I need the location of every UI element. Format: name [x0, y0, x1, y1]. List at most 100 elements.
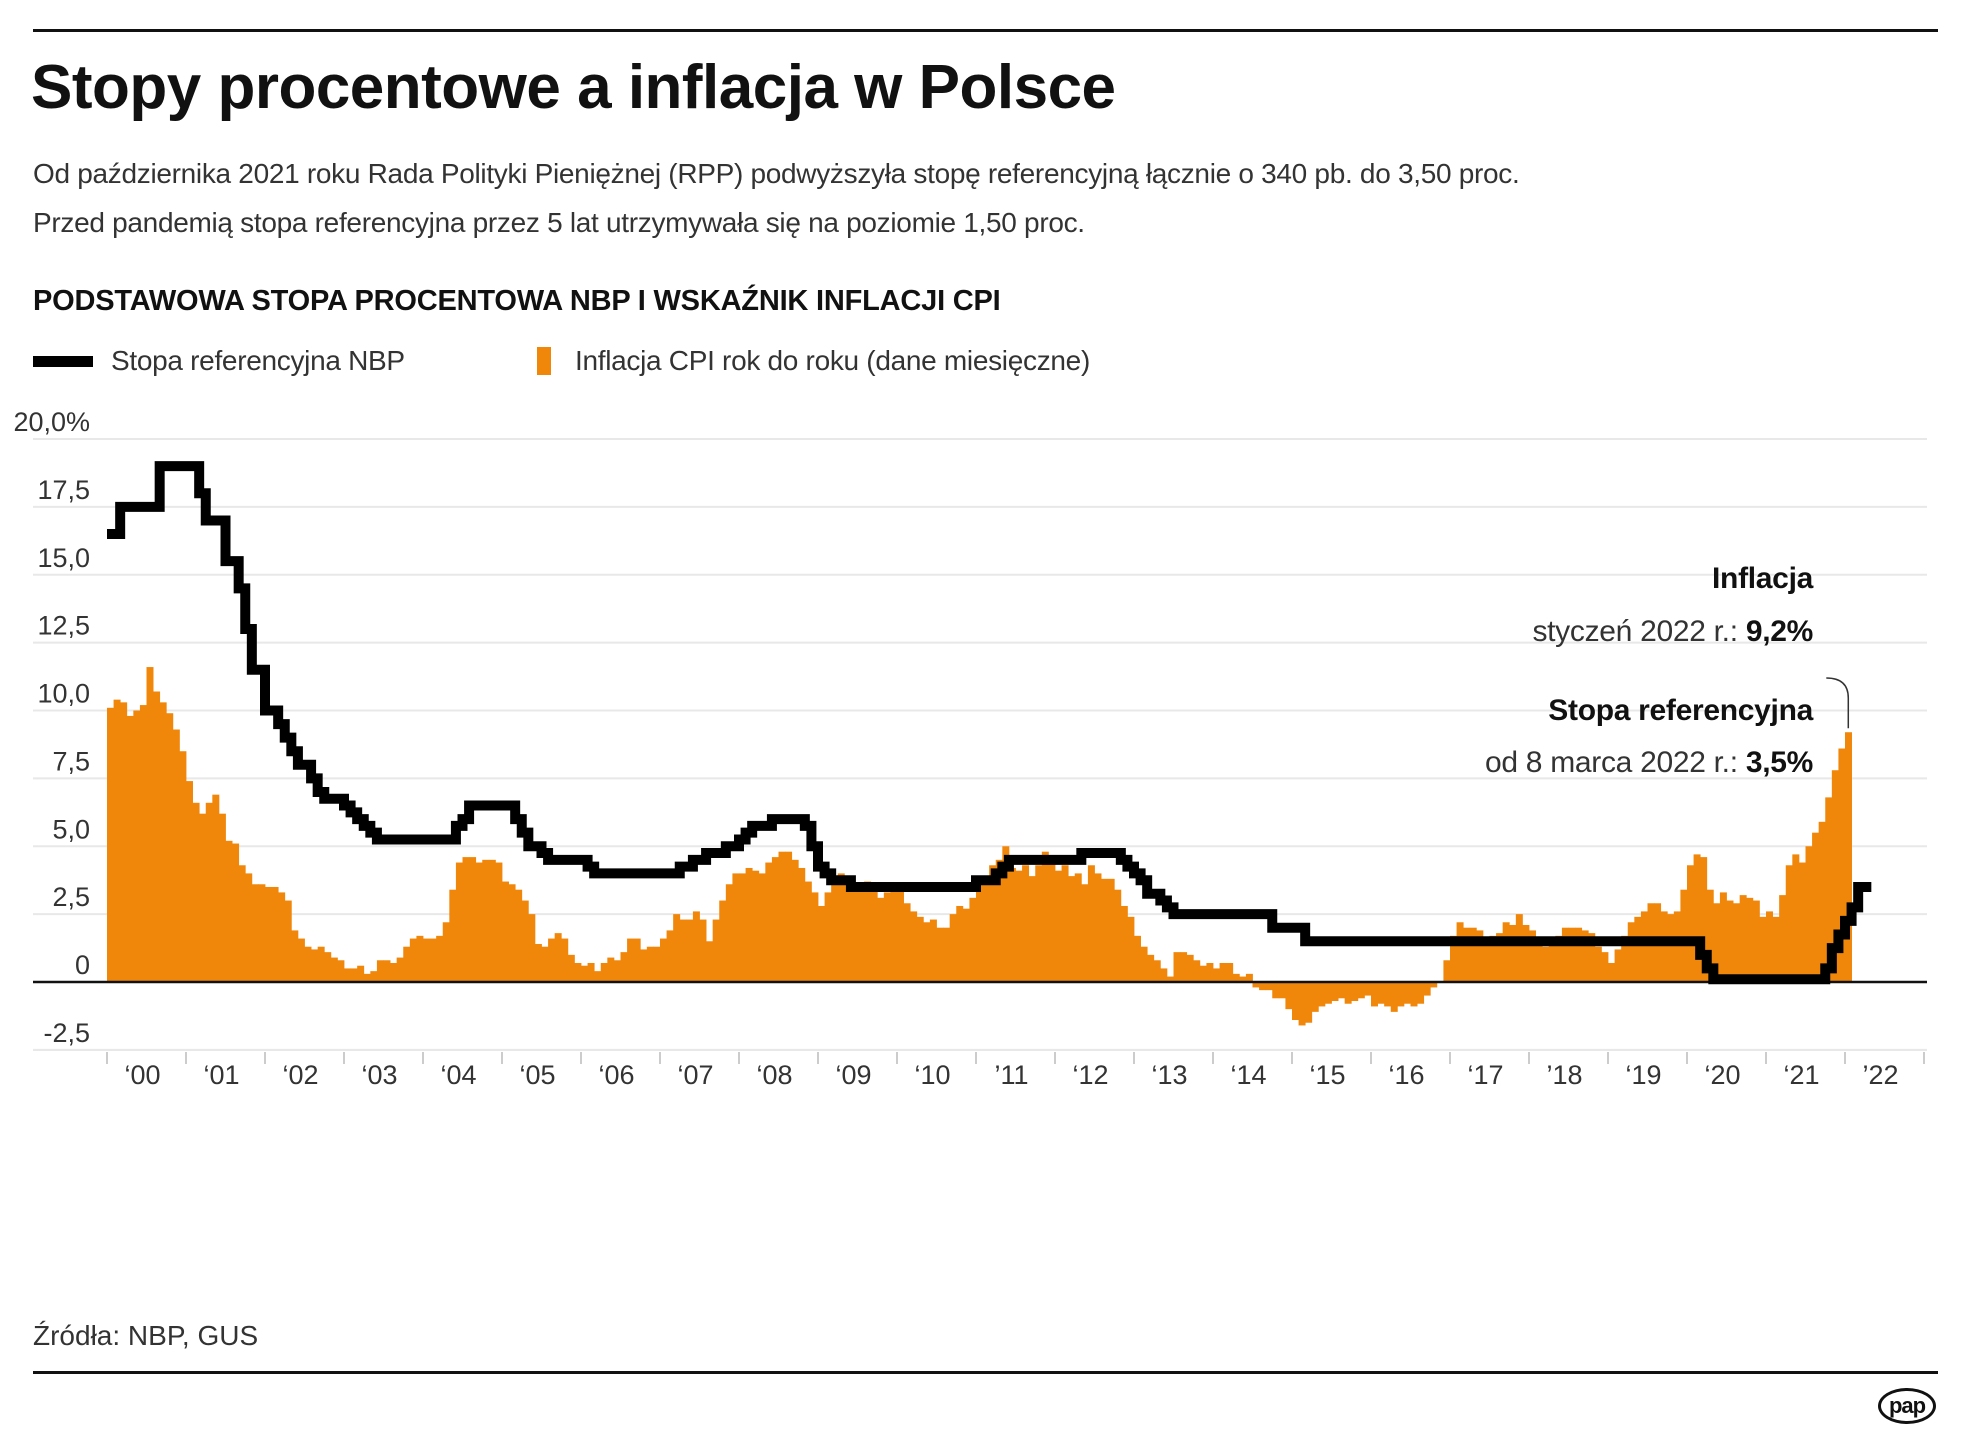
cpi-bar: [1687, 865, 1694, 982]
cpi-bar: [929, 919, 937, 982]
cpi-bar: [245, 873, 253, 982]
cpi-bar: [449, 889, 457, 982]
cpi-bar: [442, 922, 450, 982]
cpi-bar: [1193, 960, 1201, 982]
x-tick-label: ‘05: [519, 1060, 555, 1090]
cpi-bar: [199, 813, 207, 982]
cpi-bar: [495, 862, 503, 982]
cpi-bar: [330, 957, 338, 982]
cpi-bar: [1766, 911, 1773, 982]
legend-item-cpi: Inflacja CPI rok do roku (dane miesięczn…: [537, 345, 1090, 377]
cpi-bar: [1423, 982, 1431, 996]
cpi-bar: [251, 884, 259, 982]
cpi-bar: [521, 900, 529, 982]
cpi-bar: [1344, 982, 1352, 1004]
cpi-bar: [995, 859, 1003, 982]
subtitle-line-1: Od października 2021 roku Rada Polityki …: [33, 158, 1520, 189]
cpi-bar: [297, 938, 305, 982]
cpi-bar: [515, 889, 523, 982]
cpi-bar: [660, 938, 667, 982]
cpi-bar: [897, 886, 904, 982]
cpi-bar: [791, 859, 799, 982]
annotation-rate-value: 3,5%: [1745, 746, 1813, 779]
annotation-inflation-label: styczeń 2022 r.:: [1532, 615, 1738, 648]
cpi-bar: [1107, 878, 1115, 982]
legend-label-rate: Stopa referencyjna NBP: [111, 345, 405, 376]
annotation-inflation-title: Inflacja: [1712, 562, 1813, 595]
cpi-bar: [745, 867, 753, 982]
cpi-bar: [1120, 905, 1128, 982]
cpi-bar: [482, 859, 490, 982]
cpi-bar: [1759, 916, 1767, 982]
x-tick-label: ‘15: [1309, 1060, 1345, 1090]
cpi-bar: [1660, 911, 1668, 982]
cpi-bar: [969, 897, 977, 982]
cpi-bar: [1621, 935, 1629, 982]
cpi-bar: [1278, 982, 1286, 999]
cpi-bar: [653, 946, 661, 982]
x-tick-label: ‘03: [361, 1060, 397, 1090]
cpi-bar: [1140, 946, 1148, 982]
cpi-bar: [844, 884, 852, 982]
cpi-bar: [528, 914, 536, 982]
y-tick-label: 17,5: [37, 475, 90, 505]
cpi-bar: [1311, 982, 1319, 1012]
cpi-bar: [1377, 982, 1385, 1004]
cpi-bar: [785, 851, 793, 982]
cpi-bar: [1226, 962, 1234, 982]
cpi-bar: [1568, 927, 1576, 982]
cpi-bar: [850, 886, 858, 982]
cpi-bar: [153, 691, 161, 982]
cpi-bar: [475, 862, 483, 982]
cpi-bar: [1206, 962, 1214, 982]
cpi-bar: [1548, 938, 1556, 982]
cpi-bar: [1509, 924, 1517, 982]
cpi-bar: [1812, 832, 1820, 982]
cpi-bar: [778, 851, 786, 982]
x-tick-label: ‘07: [677, 1060, 713, 1090]
cpi-bar: [126, 715, 134, 982]
cpi-bar: [1245, 973, 1253, 982]
cpi-bar: [1008, 867, 1016, 982]
cpi-bar: [1561, 927, 1569, 982]
cpi-bar: [1640, 911, 1648, 982]
annotation-inflation-value: 9,2%: [1745, 615, 1813, 648]
cpi-bar: [1002, 846, 1010, 982]
cpi-bar: [1608, 962, 1615, 982]
cpi-bar: [976, 884, 983, 982]
cpi-bar: [725, 884, 733, 982]
chart-title: PODSTAWOWA STOPA PROCENTOWA NBP I WSKAŹN…: [33, 285, 1001, 317]
cpi-bar: [1127, 916, 1135, 982]
cpi-bar: [910, 911, 918, 982]
cpi-bar: [1667, 914, 1675, 982]
cpi-bar: [739, 873, 746, 982]
cpi-bar: [1318, 982, 1326, 1007]
cpi-bar: [673, 914, 681, 982]
cpi-bar: [923, 922, 931, 982]
x-tick-label: ‘16: [1388, 1060, 1424, 1090]
cpi-bar: [1713, 903, 1721, 982]
cpi-bar: [396, 957, 404, 982]
cpi-bar: [903, 903, 911, 982]
cpi-bar: [205, 802, 213, 982]
cpi-bar: [1324, 982, 1332, 1004]
cpi-bar: [390, 962, 398, 982]
cpi-bar: [1199, 965, 1207, 982]
cpi-bar: [1739, 895, 1747, 982]
cpi-bar: [1489, 935, 1497, 982]
cpi-bar: [1232, 973, 1240, 982]
bottom-rule: [33, 1371, 1938, 1374]
cpi-bar: [403, 946, 411, 982]
cpi-bar: [469, 857, 477, 982]
cpi-bar: [1614, 949, 1622, 982]
cpi-bar: [429, 938, 437, 982]
cpi-bar: [857, 884, 865, 982]
cpi-bar: [1463, 927, 1471, 982]
cpi-bar: [1305, 982, 1313, 1023]
cpi-bar: [1061, 865, 1069, 982]
cpi-bar: [1292, 982, 1299, 1021]
cpi-bar: [304, 946, 312, 982]
cpi-bar: [1542, 946, 1550, 982]
cpi-bar: [1792, 854, 1800, 982]
cpi-bar: [1035, 865, 1043, 982]
